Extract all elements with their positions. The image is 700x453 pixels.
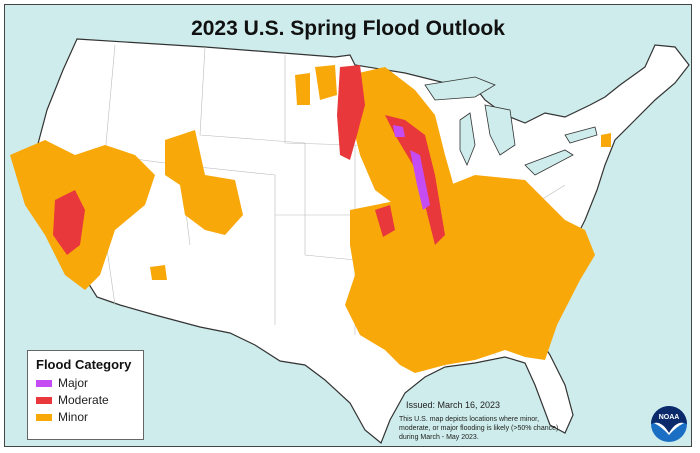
moderate-flood-areas <box>53 65 445 255</box>
noaa-logo: NOAA <box>651 406 687 442</box>
major-swatch <box>36 379 52 387</box>
legend: Flood Category Major Moderate Minor <box>27 350 144 440</box>
major-flood-areas <box>393 125 430 210</box>
legend-item-moderate: Moderate <box>36 393 135 407</box>
legend-item-major: Major <box>36 376 135 390</box>
map-frame: 2023 U.S. Spring Flood Outlook Flood Cat… <box>4 4 692 447</box>
minor-swatch <box>36 413 52 421</box>
legend-title: Flood Category <box>36 357 132 372</box>
flood-outlook-map <box>5 5 691 446</box>
legend-item-minor: Minor <box>36 410 135 424</box>
legend-label: Minor <box>58 410 89 424</box>
issued-date: Issued: March 16, 2023 <box>406 400 501 410</box>
legend-label: Moderate <box>58 393 109 407</box>
moderate-swatch <box>36 396 52 404</box>
map-title: 2023 U.S. Spring Flood Outlook <box>191 17 505 40</box>
legend-label: Major <box>58 376 89 390</box>
map-note: This U.S. map depicts locations where mi… <box>399 416 559 441</box>
svg-text:NOAA: NOAA <box>659 414 680 421</box>
great-lakes <box>424 76 598 176</box>
